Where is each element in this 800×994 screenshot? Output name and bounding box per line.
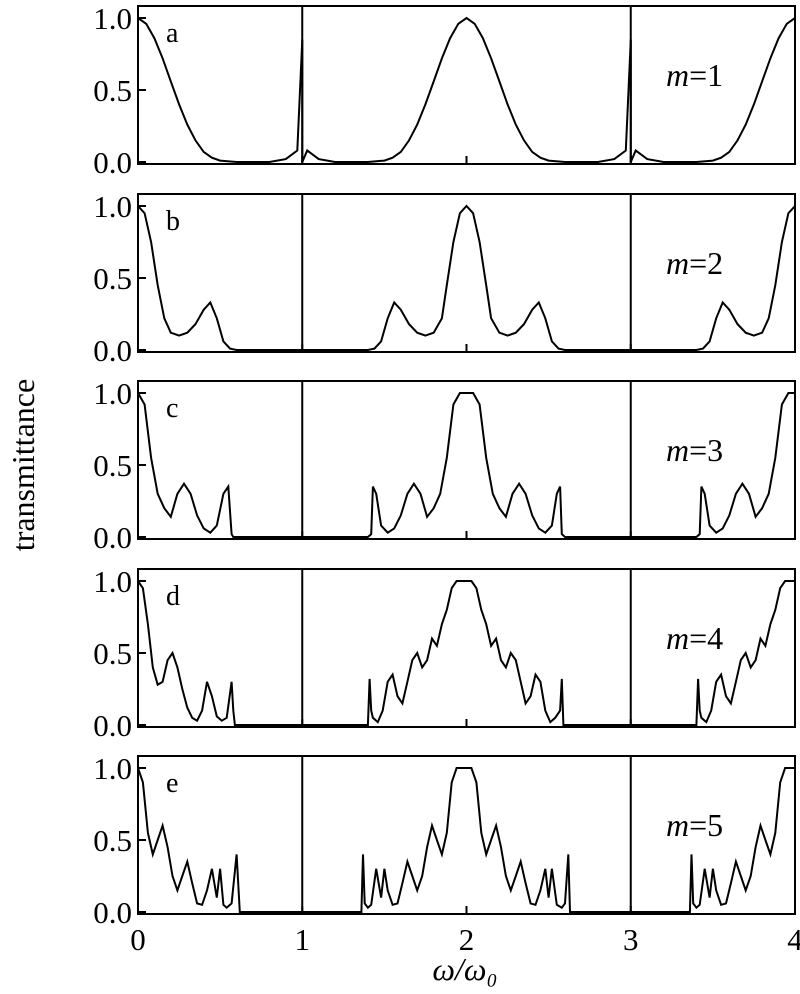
series-line-e <box>137 767 795 913</box>
panel-letter: e <box>166 768 178 799</box>
y-tick-label: 1.0 <box>93 189 132 224</box>
panel-m-label: m=4 <box>666 620 723 656</box>
x-tick-label: 1 <box>295 922 311 957</box>
panel-m-label: m=1 <box>666 57 723 93</box>
y-tick-label: 1.0 <box>93 751 132 786</box>
x-axis-title: ω/ω₀ <box>432 951 497 987</box>
y-tick-label: 1.0 <box>93 1 132 36</box>
y-tick-label: 0.0 <box>93 895 132 930</box>
y-tick-label: 1.0 <box>93 376 132 411</box>
panel-m-label: m=2 <box>666 245 723 281</box>
panel-d: 0.0 0.5 1.0 d m=4 <box>93 564 796 743</box>
panel-e: 0.0 0.5 1.0 e m=5 <box>93 751 796 930</box>
y-axis-title: transmittance <box>5 379 41 551</box>
y-tick-label: 0.0 <box>93 520 132 555</box>
series-line-c <box>137 392 795 538</box>
panel-m-label: m=3 <box>666 432 723 468</box>
y-tick-label: 0.0 <box>93 333 132 368</box>
y-tick-label: 0.5 <box>93 636 132 671</box>
y-tick-label: 1.0 <box>93 564 132 599</box>
panel-b: 0.0 0.5 1.0 b m=2 <box>93 189 796 368</box>
panel-letter: b <box>166 206 180 237</box>
x-tick-label: 2 <box>459 922 475 957</box>
panel-a: 0.0 0.5 1.0 a m=1 <box>93 1 796 180</box>
panels-group: 0.00.51.0 am=10.00.51.0 bm=20.00.51.0 cm=30… <box>93 1 796 930</box>
y-tick-label: 0.5 <box>93 261 132 296</box>
y-tick-label: 0.0 <box>93 708 132 743</box>
panel-m-label: m=5 <box>666 807 723 843</box>
panel-c: 0.0 0.5 1.0 c m=3 <box>93 376 796 555</box>
x-tick-label: 4 <box>787 922 800 957</box>
series-line-b <box>137 204 796 351</box>
series-line-d <box>137 580 795 726</box>
y-tick-label: 0.0 <box>93 145 132 180</box>
panel-letter: c <box>166 393 178 424</box>
series-line-a <box>137 16 796 163</box>
panel-letter: d <box>166 581 180 612</box>
y-tick-label: 0.5 <box>93 448 132 483</box>
x-tick-label: 3 <box>623 922 639 957</box>
y-tick-label: 0.5 <box>93 823 132 858</box>
x-tick-label: 0 <box>130 922 146 957</box>
panel-letter: a <box>166 18 179 49</box>
y-tick-label: 0.5 <box>93 73 132 108</box>
x-axis-tick-labels: 0 1 2 3 4 <box>130 922 800 957</box>
